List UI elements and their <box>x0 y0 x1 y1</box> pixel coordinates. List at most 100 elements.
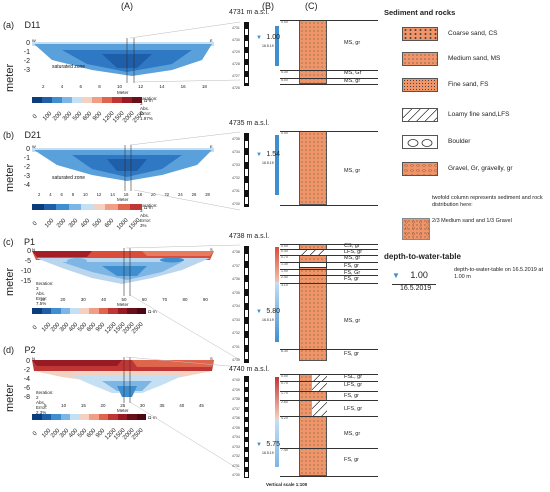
water-level-icon: ▼ <box>256 442 262 448</box>
dwt-legend-title: depth-to-water-table <box>384 252 461 261</box>
log-1-elevation: 4731 m a.s.l. <box>229 9 270 16</box>
profile-d-section: N S <box>32 357 214 403</box>
log-2-water-bar <box>275 135 279 195</box>
log-4-line <box>280 476 378 477</box>
legend-item-label: Boulder <box>448 138 471 145</box>
log-1-scale-bar <box>244 22 249 86</box>
profile-b-cb-unit: Ω·m <box>144 205 153 210</box>
twofold-example: 2/3 Medium sand and 1/3 Gravel <box>432 218 512 224</box>
log-3-water-bar-upper <box>275 247 279 282</box>
log-4-line <box>280 374 378 375</box>
profile-c-iteration: Iteration: 3 Abs. Error: 7.5% <box>36 281 54 306</box>
profile-a-xticks: 2 4 6 8 10 12 14 16 18 <box>42 84 207 89</box>
log-4-layer-label: FSL, gr <box>344 374 363 380</box>
profile-b-yticks: 0 -1 -2 -3 -4 <box>23 146 30 189</box>
profile-d-iteration: Iteration: 2 Abs. Error: 2.3% <box>36 390 54 415</box>
log-1-line <box>280 78 378 79</box>
profile-c-title: (c) P1 <box>3 237 83 247</box>
log-2-layer-label: MS, gr <box>344 168 361 174</box>
profile-d-yticks: 0 -2 -4 -6 -8 <box>23 358 30 401</box>
profile-a-xlabel: Meter <box>117 90 129 95</box>
log-2-scale: 4735 4734 4733 4732 4731 4730 <box>232 137 240 206</box>
saturated-zone-label: saturated zone <box>52 175 85 181</box>
profile-c-yticks: 0 -5 -10 -15 <box>20 248 31 285</box>
log-2-dwt: ▼ 1.54 16.5.19 <box>256 151 281 165</box>
log-4-layer-label: FS, gr <box>344 393 359 399</box>
profile-a-cb-unit: Ω·m <box>144 98 153 103</box>
log-4-scale-bar <box>244 376 249 478</box>
legend-item-label: Fine sand, FS <box>448 81 489 88</box>
legend-item-label: Loamy fine sand,LFS <box>448 111 510 118</box>
west-marker: W <box>32 145 36 149</box>
profile-d-xticks: 5 10 15 20 25 30 35 40 45 <box>44 403 204 408</box>
log-2-scale-bar <box>244 133 249 207</box>
xtick: 2 <box>42 84 45 89</box>
east-marker: E <box>210 145 213 149</box>
log-3-elevation: 4738 m a.s.l. <box>229 233 270 240</box>
log-4-dwt: ▼ 5.75 16.5.19 <box>256 441 281 455</box>
log-1-layer-label: MS, Gr <box>344 70 362 76</box>
log-4-line <box>280 416 378 417</box>
log-4-water-bar-lower <box>275 419 279 467</box>
log-3-layer-label: FS, Gr <box>344 270 361 276</box>
log-3-line <box>280 244 378 245</box>
column-header-b: (B) <box>262 1 274 11</box>
ytick: 0 <box>26 40 30 47</box>
log-3-dwt: ▼ 5.80 16.5.19 <box>256 308 281 322</box>
twofold-description: twofold column represents sediment and r… <box>432 195 543 208</box>
east-marker: E <box>210 38 213 43</box>
swatch-fine-sand <box>402 78 438 92</box>
log-1-layer-label: MS, gr <box>344 40 361 46</box>
profile-b-colorbar <box>32 204 142 210</box>
water-level-icon: ▼ <box>256 35 262 41</box>
log-3-layer-label: MS, gr <box>344 255 361 261</box>
profile-b-label: (b) <box>3 130 14 140</box>
log-3-water-bar-lower <box>275 282 279 342</box>
log-4-layer-label: FS, gr <box>344 457 359 463</box>
log-2-line <box>280 205 378 206</box>
profile-b-name: D21 <box>24 130 42 140</box>
log-3-layer-label: FS, gr <box>344 351 359 357</box>
xtick: 18 <box>201 84 207 89</box>
ytick: -3 <box>23 67 30 74</box>
profile-b-xticks: 2 4 6 8 10 12 14 16 18 20 22 24 26 28 <box>38 192 210 197</box>
water-level-icon: ▼ <box>256 152 262 158</box>
log-3-line <box>280 255 378 256</box>
log-3-line <box>280 349 378 350</box>
log-3-layer-label: FS, gr <box>344 276 359 282</box>
swatch-boulder <box>402 135 438 149</box>
saturated-zone-label: saturated zone <box>52 64 85 70</box>
ytick: -2 <box>23 58 30 65</box>
legend-item-label: Medium sand, MS <box>448 55 501 62</box>
log-2-line <box>280 131 378 132</box>
log-1-scale: 4731 4730 4729 4728 4727 4726 <box>232 26 240 90</box>
log-1-line <box>280 84 378 85</box>
log-1-column <box>299 20 327 84</box>
swatch-medium-sand <box>402 52 438 66</box>
profile-c-section: N S <box>32 248 214 296</box>
profile-b-section: W E saturated zone <box>32 145 214 191</box>
xtick: 14 <box>159 84 165 89</box>
log-3-scale: 4738 4737 4736 4735 4734 4733 4732 4731 4730 <box>232 250 240 362</box>
swatch-coarse-sand <box>402 27 438 41</box>
profile-d-xlabel: Meter <box>117 408 129 413</box>
profile-c-colorbar <box>32 308 146 314</box>
profile-d-colorbar <box>32 414 146 420</box>
log-3-line <box>280 249 378 250</box>
legend-item-label: Gravel, Gr, gravelly, gr <box>448 165 513 172</box>
profile-a-title: (a) D11 <box>3 20 83 30</box>
swatch-loamy-fine-sand <box>402 108 438 122</box>
west-marker: N <box>32 248 35 252</box>
ytick: -1 <box>23 49 30 56</box>
log-3-layer-label: MS, gr <box>344 318 361 324</box>
profile-c-name: P1 <box>24 237 36 247</box>
boulder-icon <box>407 139 433 147</box>
log-3-line <box>280 269 378 270</box>
xtick: 6 <box>79 84 82 89</box>
dwt-legend-symbol: ▼ 1.00 16.5.2019 <box>392 265 442 292</box>
log-3-loamy-layer <box>299 249 327 255</box>
xtick: 16 <box>180 84 186 89</box>
profile-a-yticks: 0 -1 -2 -3 <box>20 39 30 75</box>
profile-c-xlabel: Meter <box>117 302 129 307</box>
